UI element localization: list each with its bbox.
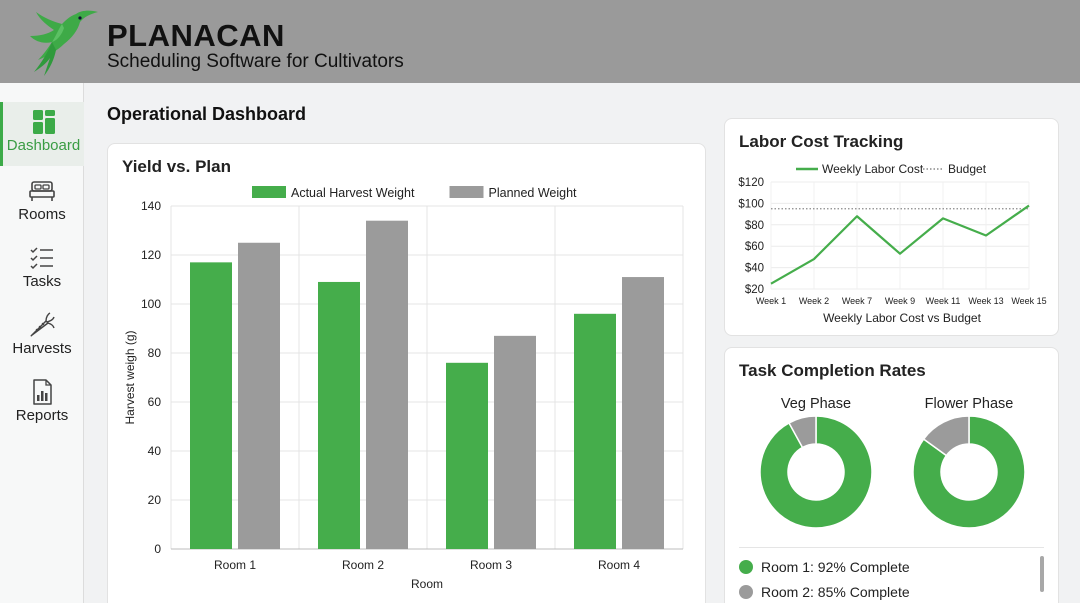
y-tick-label: $80 bbox=[745, 220, 764, 232]
x-tick-label: Week 7 bbox=[842, 296, 872, 306]
sidebar-item-reports[interactable]: Reports bbox=[0, 372, 84, 436]
x-tick-label: Week 1 bbox=[756, 296, 786, 306]
brand-title: PLANACAN bbox=[107, 18, 285, 53]
y-tick-label: 140 bbox=[141, 199, 161, 213]
completion-legend-item: Room 2: 85% Complete bbox=[739, 584, 910, 600]
x-tick-label: Week 13 bbox=[968, 296, 1003, 306]
sidebar-item-tasks[interactable]: Tasks bbox=[0, 238, 84, 302]
legend-label: Weekly Labor Cost bbox=[822, 162, 924, 176]
y-tick-label: 40 bbox=[148, 444, 162, 458]
bar bbox=[574, 313, 616, 549]
x-axis-title: Room bbox=[411, 577, 443, 591]
y-tick-label: $40 bbox=[745, 263, 764, 275]
page-title: Operational Dashboard bbox=[107, 104, 307, 124]
donut-slice bbox=[759, 415, 873, 529]
bar bbox=[318, 281, 360, 549]
completion-legend-item: Room 1: 92% Complete bbox=[739, 559, 910, 575]
sidebar-item-label: Harvests bbox=[12, 340, 72, 357]
bar bbox=[622, 277, 664, 549]
sidebar-item-rooms[interactable]: Rooms bbox=[0, 171, 84, 235]
bar bbox=[446, 362, 488, 549]
completion-donut-charts: Veg Phase Flower Phase bbox=[759, 396, 1026, 529]
sidebar-item-label: Rooms bbox=[18, 206, 66, 223]
labor-cost-line bbox=[770, 204, 1030, 285]
completion-legend-label: Room 1: 92% Complete bbox=[761, 559, 910, 575]
x-tick-label: Week 11 bbox=[926, 296, 961, 306]
yield-card-title: Yield vs. Plan bbox=[122, 157, 231, 176]
tasks-card-title: Task Completion Rates bbox=[739, 361, 926, 380]
donut-slice bbox=[912, 415, 1026, 529]
bar bbox=[366, 220, 408, 549]
y-tick-label: 0 bbox=[154, 542, 161, 556]
scrollbar[interactable] bbox=[1040, 556, 1044, 592]
legend-swatch bbox=[252, 186, 286, 198]
y-tick-label: $100 bbox=[738, 198, 764, 210]
y-tick-label: 20 bbox=[148, 493, 162, 507]
dashboard-icon bbox=[32, 110, 55, 134]
y-axis-title: Harvest weigh (g) bbox=[123, 330, 137, 424]
bar bbox=[494, 335, 536, 549]
app-header: PLANACAN Scheduling Software for Cultiva… bbox=[0, 0, 1080, 83]
sidebar-item-label: Tasks bbox=[22, 273, 62, 290]
sidebar: Dashboard Rooms Tasks Harvests bbox=[0, 83, 84, 603]
x-tick-label: Room 3 bbox=[470, 558, 512, 572]
checklist-icon bbox=[30, 247, 53, 270]
donut-title: Flower Phase bbox=[925, 396, 1014, 412]
sidebar-item-label: Dashboard bbox=[6, 137, 81, 154]
donut-slice bbox=[922, 415, 970, 457]
bar bbox=[238, 242, 280, 549]
carrot-icon bbox=[30, 312, 55, 337]
legend-label: Budget bbox=[948, 162, 987, 176]
x-tick-label: Week 15 bbox=[1011, 296, 1046, 306]
legend-label: Planned Weight bbox=[489, 186, 578, 200]
x-tick-label: Room 4 bbox=[598, 558, 640, 572]
y-tick-label: 80 bbox=[148, 346, 162, 360]
report-icon bbox=[33, 379, 52, 405]
labor-card: Labor Cost Tracking Weekly Labor Cost Bud… bbox=[724, 118, 1059, 336]
legend-swatch bbox=[739, 560, 753, 574]
sidebar-item-dashboard[interactable]: Dashboard bbox=[0, 102, 84, 166]
hummingbird-logo-icon bbox=[30, 10, 98, 76]
y-tick-label: 100 bbox=[141, 297, 161, 311]
bed-icon bbox=[29, 181, 55, 201]
yield-bar-chart: Actual Harvest Weight Planned Weight 0 20 40… bbox=[123, 186, 684, 591]
donut-slice bbox=[788, 415, 817, 449]
donut-title: Veg Phase bbox=[781, 396, 851, 412]
labor-line-chart: Weekly Labor Cost Budget $20 $40 $60 $80 $100 $… bbox=[738, 162, 1046, 325]
x-tick-label: Week 2 bbox=[799, 296, 829, 306]
yield-card: Yield vs. Plan Actual Harvest Weight Plan… bbox=[107, 143, 706, 603]
y-tick-label: 120 bbox=[141, 248, 161, 262]
tasks-card: Task Completion Rates Veg Phase Flower Ph… bbox=[724, 347, 1059, 603]
labor-card-title: Labor Cost Tracking bbox=[739, 132, 904, 151]
x-axis-title: Weekly Labor Cost vs Budget bbox=[823, 311, 982, 325]
y-tick-label: $60 bbox=[745, 241, 764, 253]
completion-legend-label: Room 2: 85% Complete bbox=[761, 584, 910, 600]
x-tick-label: Week 9 bbox=[885, 296, 915, 306]
x-tick-label: Room 1 bbox=[214, 558, 256, 572]
legend-swatch bbox=[449, 186, 484, 198]
y-tick-label: $20 bbox=[745, 284, 764, 296]
legend-swatch bbox=[739, 585, 753, 599]
bar bbox=[190, 262, 232, 549]
legend-label: Actual Harvest Weight bbox=[291, 186, 415, 200]
y-tick-label: 60 bbox=[148, 395, 162, 409]
sidebar-item-harvests[interactable]: Harvests bbox=[0, 305, 84, 369]
divider bbox=[739, 547, 1044, 548]
sidebar-item-label: Reports bbox=[15, 407, 69, 424]
brand-subtitle: Scheduling Software for Cultivators bbox=[107, 51, 404, 72]
y-tick-label: $120 bbox=[738, 177, 764, 189]
x-tick-label: Room 2 bbox=[342, 558, 384, 572]
